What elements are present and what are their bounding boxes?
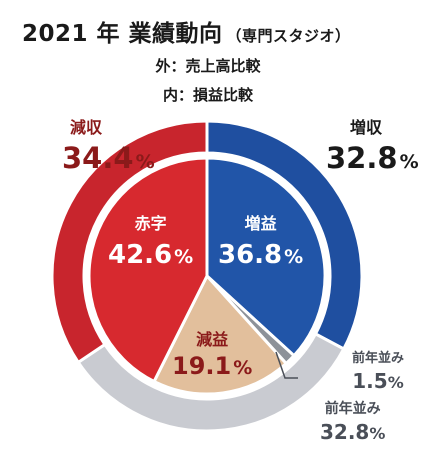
outer-ring-slice-2 bbox=[50, 119, 209, 365]
inner-label-profit-down: 減益 19.1% bbox=[172, 330, 253, 380]
inner-pie-slice-0 bbox=[205, 156, 327, 358]
outer-ring-note: 外：売上高比較 bbox=[155, 57, 261, 75]
chart-title: 2021 年 業績動向 （専門スタジオ） bbox=[22, 21, 351, 47]
inner-label-profit-up: 増益 36.8% bbox=[218, 214, 304, 270]
leader-line-inner-flat bbox=[275, 351, 298, 379]
outer-label-decrease: 減収 34.4% bbox=[62, 118, 155, 175]
inner-pie-slice-2 bbox=[152, 273, 289, 396]
inner-label-flat: 前年並み 1.5% bbox=[352, 351, 405, 393]
inner-pie-slice-3 bbox=[87, 156, 209, 384]
outer-label-flat: 前年並み 32.8% bbox=[320, 401, 386, 444]
outer-ring-sales bbox=[50, 119, 364, 433]
inner-pie-profit bbox=[87, 156, 327, 396]
outer-label-increase: 増収 32.8% bbox=[326, 118, 419, 175]
inner-pie-note: 内：損益比較 bbox=[162, 86, 253, 104]
inner-label-loss: 赤字 42.6% bbox=[108, 214, 194, 270]
